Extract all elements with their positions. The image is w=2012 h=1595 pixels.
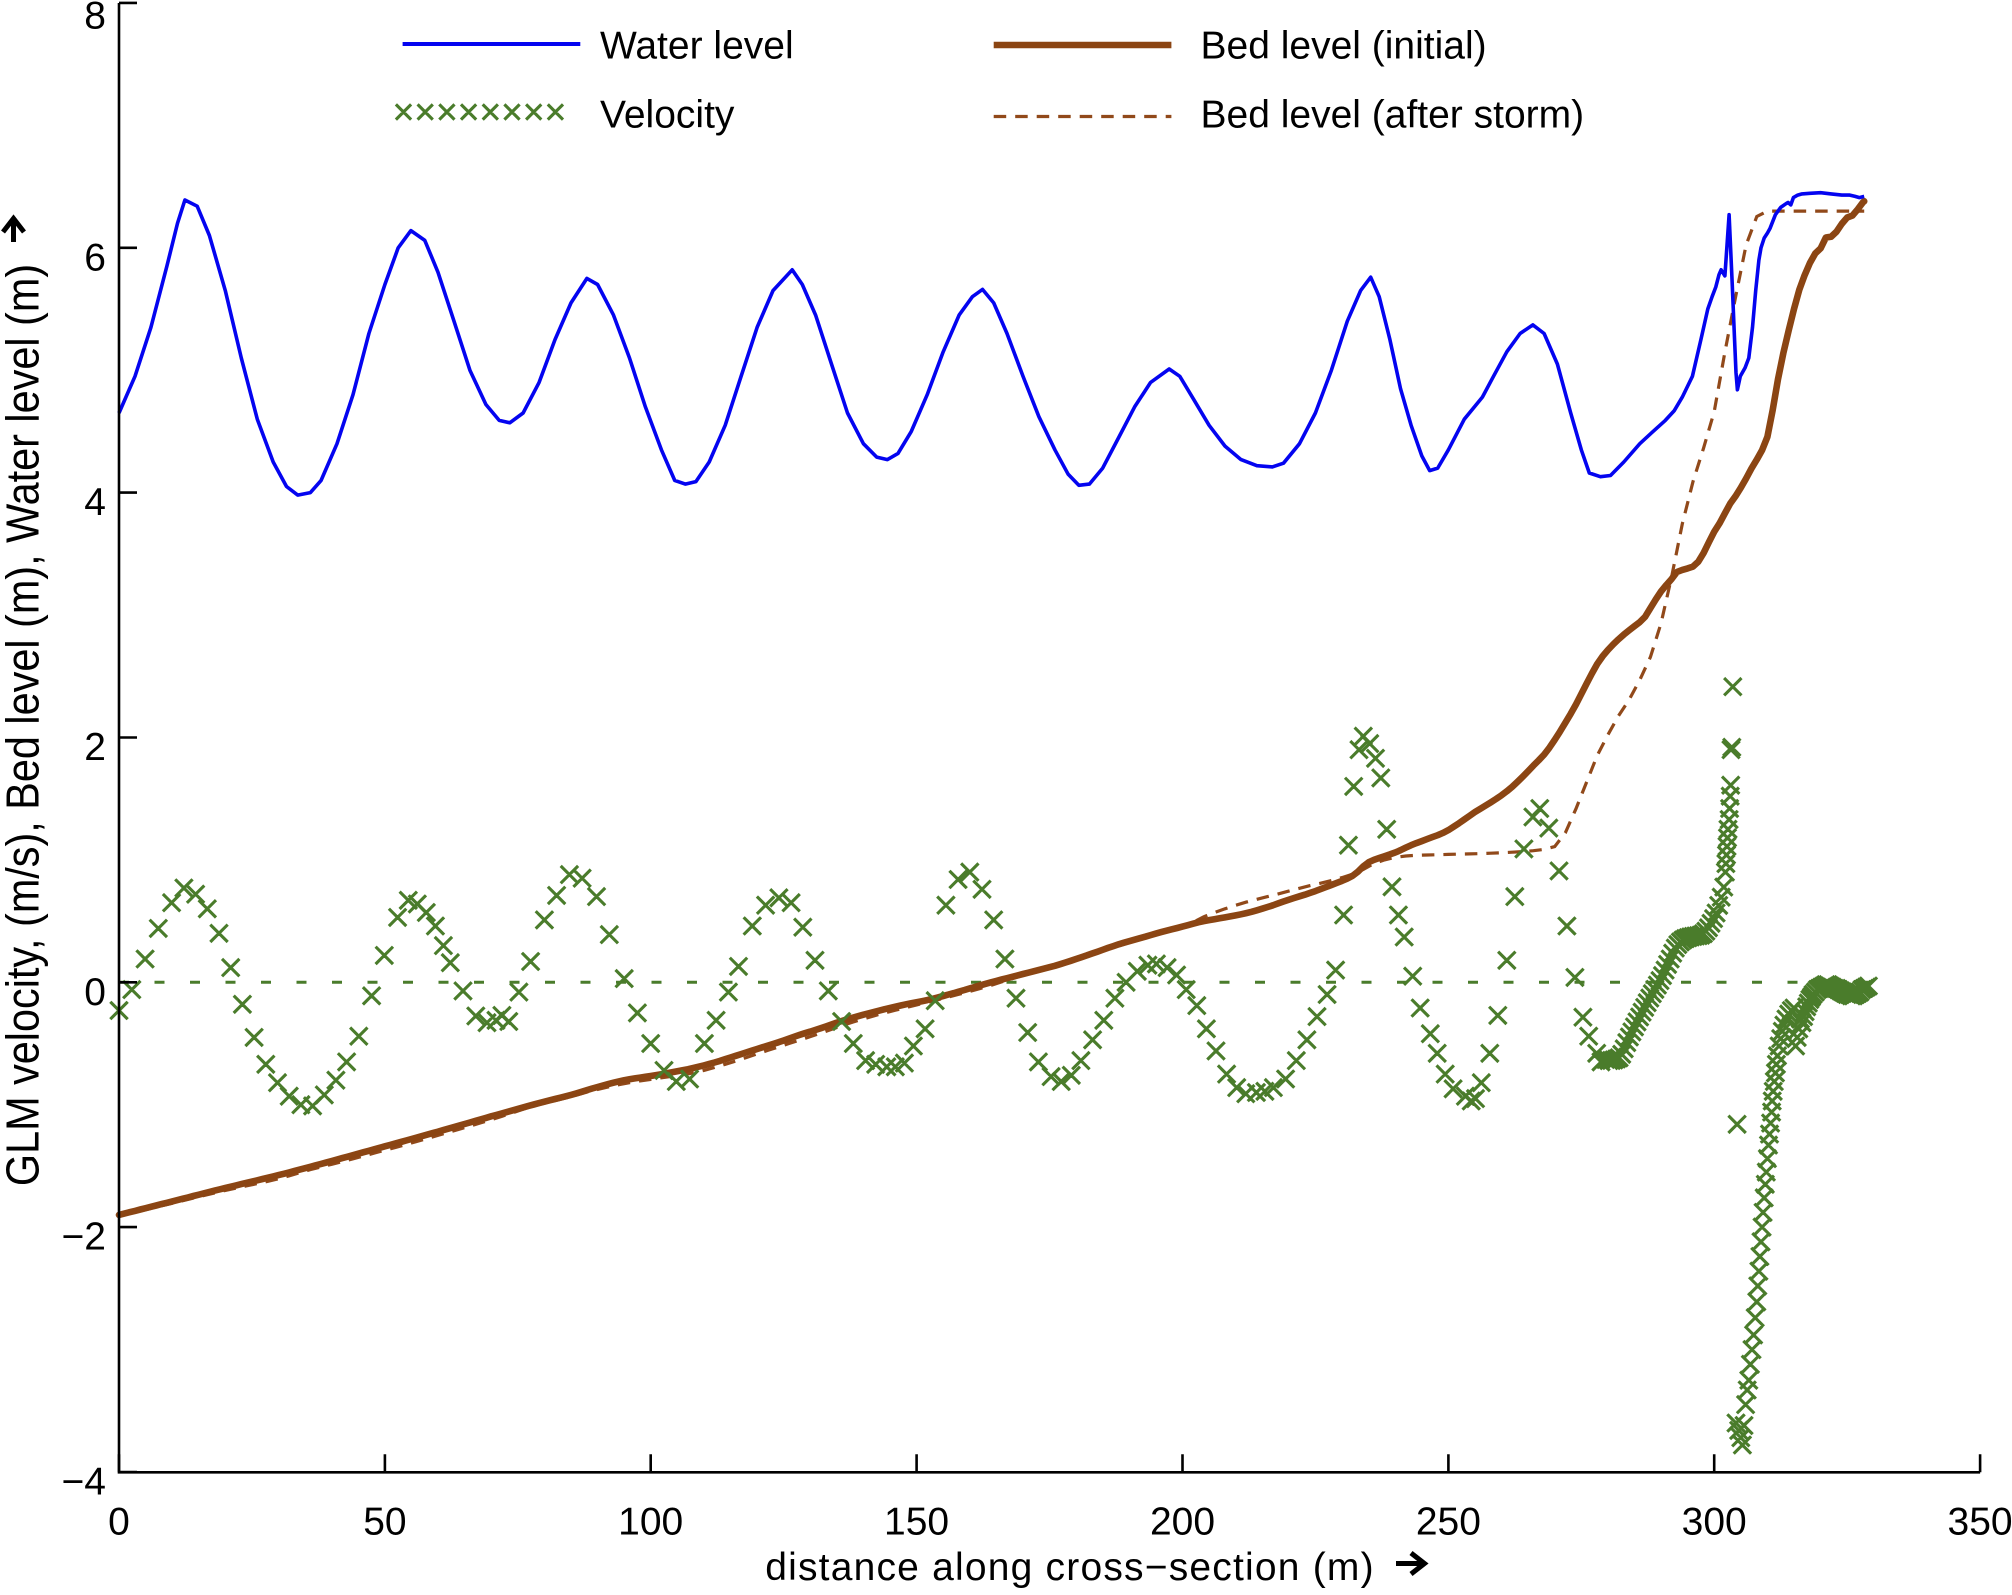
svg-text:Velocity: Velocity [600, 94, 735, 137]
svg-text:−2: −2 [62, 1216, 106, 1259]
svg-text:6: 6 [84, 236, 106, 279]
svg-text:−4: −4 [62, 1461, 106, 1504]
svg-text:8: 8 [84, 0, 106, 38]
svg-text:350: 350 [1948, 1501, 2012, 1544]
svg-text:50: 50 [363, 1501, 406, 1544]
svg-text:4: 4 [84, 481, 106, 524]
svg-text:150: 150 [884, 1501, 949, 1544]
svg-text:200: 200 [1150, 1501, 1215, 1544]
svg-text:Bed level (initial): Bed level (initial) [1201, 25, 1487, 68]
svg-text:distance along cross−section (: distance along cross−section (m) [765, 1546, 1375, 1589]
svg-text:250: 250 [1416, 1501, 1481, 1544]
svg-text:100: 100 [618, 1501, 683, 1544]
svg-text:300: 300 [1682, 1501, 1747, 1544]
svg-text:GLM velocity, (m/s), Bed level: GLM velocity, (m/s), Bed level (m), Wate… [0, 264, 49, 1186]
svg-text:Water level: Water level [600, 25, 794, 68]
svg-text:Bed level (after storm): Bed level (after storm) [1201, 94, 1585, 137]
svg-text:0: 0 [108, 1501, 130, 1544]
svg-text:0: 0 [84, 971, 106, 1014]
svg-text:2: 2 [84, 726, 106, 769]
